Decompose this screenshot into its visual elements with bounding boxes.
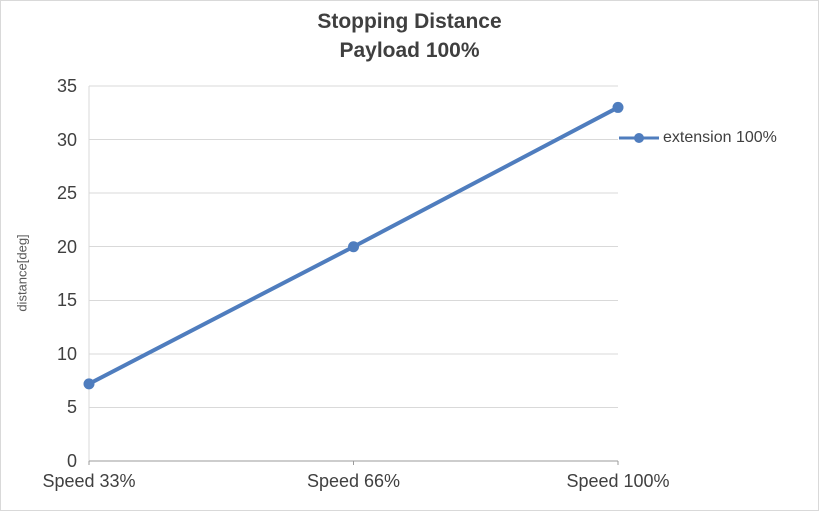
x-axis-label: Speed 66% <box>306 471 401 491</box>
legend-label: extension 100% <box>663 129 777 146</box>
data-point-marker <box>612 101 624 113</box>
legend: extension 100% <box>619 129 777 147</box>
y-tick-label: 15 <box>56 290 77 311</box>
x-axis-label: Speed 33% <box>42 471 136 491</box>
y-tick-label: 0 <box>66 451 77 471</box>
y-tick-label: 10 <box>56 343 77 364</box>
chart-title-line1: Stopping Distance <box>317 10 502 33</box>
chart-title: Stopping Distance Payload 100% <box>1 7 818 65</box>
y-tick-label: 35 <box>56 76 77 96</box>
data-point-marker <box>83 378 95 390</box>
chart-title-line2: Payload 100% <box>339 39 480 62</box>
y-tick-label: 5 <box>66 397 77 418</box>
legend-marker-icon <box>619 133 659 143</box>
y-tick-label: 30 <box>56 129 77 150</box>
y-tick-label: 20 <box>56 236 77 257</box>
x-axis-label: Speed 100% <box>566 471 670 491</box>
y-tick-label: 25 <box>56 183 77 204</box>
data-point-marker <box>348 241 359 253</box>
